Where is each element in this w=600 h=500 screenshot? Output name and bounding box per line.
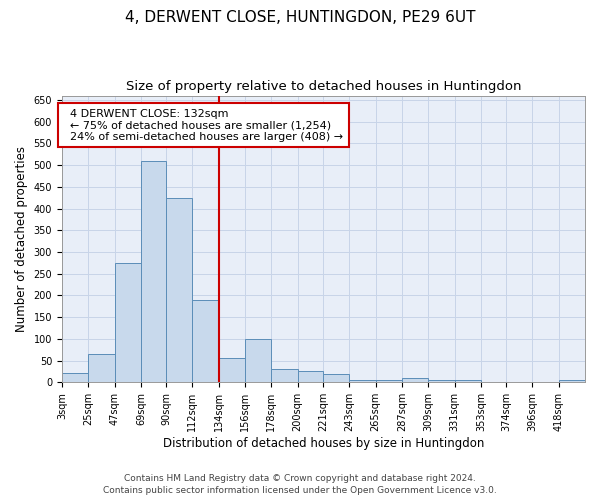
Bar: [88, 354, 115, 382]
Title: Size of property relative to detached houses in Huntingdon: Size of property relative to detached ho…: [126, 80, 521, 93]
Bar: [298, 372, 323, 382]
Bar: [323, 374, 349, 382]
Y-axis label: Number of detached properties: Number of detached properties: [15, 146, 28, 332]
Bar: [349, 380, 376, 382]
Bar: [559, 380, 585, 382]
Bar: [193, 300, 219, 382]
Bar: [141, 160, 166, 382]
Text: Contains HM Land Registry data © Crown copyright and database right 2024.
Contai: Contains HM Land Registry data © Crown c…: [103, 474, 497, 495]
Bar: [166, 198, 193, 382]
Bar: [455, 380, 481, 382]
X-axis label: Distribution of detached houses by size in Huntingdon: Distribution of detached houses by size …: [163, 437, 484, 450]
Bar: [62, 373, 88, 382]
Bar: [271, 370, 298, 382]
Bar: [245, 339, 271, 382]
Bar: [402, 378, 428, 382]
Text: 4 DERWENT CLOSE: 132sqm
  ← 75% of detached houses are smaller (1,254)
  24% of : 4 DERWENT CLOSE: 132sqm ← 75% of detache…: [63, 108, 343, 142]
Bar: [376, 380, 402, 382]
Bar: [428, 380, 455, 382]
Bar: [219, 358, 245, 382]
Text: 4, DERWENT CLOSE, HUNTINGDON, PE29 6UT: 4, DERWENT CLOSE, HUNTINGDON, PE29 6UT: [125, 10, 475, 25]
Bar: [115, 263, 141, 382]
